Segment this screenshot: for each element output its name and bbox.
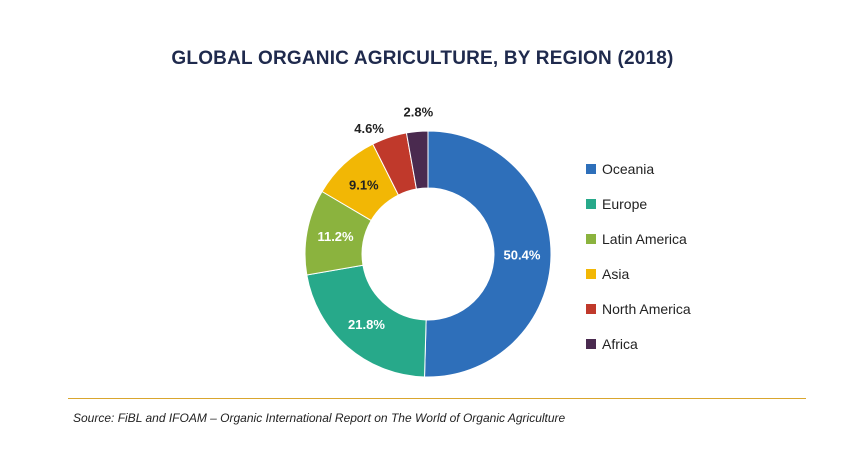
legend-label: Europe [602,195,648,212]
data-label-oceania: 50.4% [504,247,541,262]
legend-label: North America [602,300,691,317]
source-note: Source: FiBL and IFOAM – Organic Interna… [73,411,566,425]
donut-slice-oceania [424,130,552,378]
legend-swatch [586,163,596,174]
legend-swatch [586,303,596,314]
data-label-asia: 9.1% [349,177,379,192]
legend-label: Asia [602,265,630,282]
chart-title: GLOBAL ORGANIC AGRICULTURE, BY REGION (2… [171,48,674,69]
chart-legend: Oceania Europe Latin America Asia North Amer… [586,151,691,361]
donut-slice-africa [405,130,429,190]
legend-label: Oceania [602,160,655,177]
legend-swatch [586,268,596,279]
legend-item-north-america: North America [586,291,691,326]
legend-item-europe: Europe [586,186,691,221]
legend-swatch [586,198,596,209]
divider-line [68,398,806,399]
data-label-latin-america: 11.2% [317,229,354,244]
legend-item-latin-america: Latin America [586,221,691,256]
data-label-africa: 2.8% [404,104,434,119]
legend-swatch [586,338,596,349]
legend-label: Africa [602,335,638,352]
donut-slice-europe [306,264,427,378]
data-label-europe: 21.8% [348,317,385,332]
data-label-north-america: 4.6% [354,121,384,136]
legend-label: Latin America [602,230,687,247]
legend-item-africa: Africa [586,326,691,361]
legend-swatch [586,233,596,244]
legend-item-asia: Asia [586,256,691,291]
legend-item-oceania: Oceania [586,151,691,186]
